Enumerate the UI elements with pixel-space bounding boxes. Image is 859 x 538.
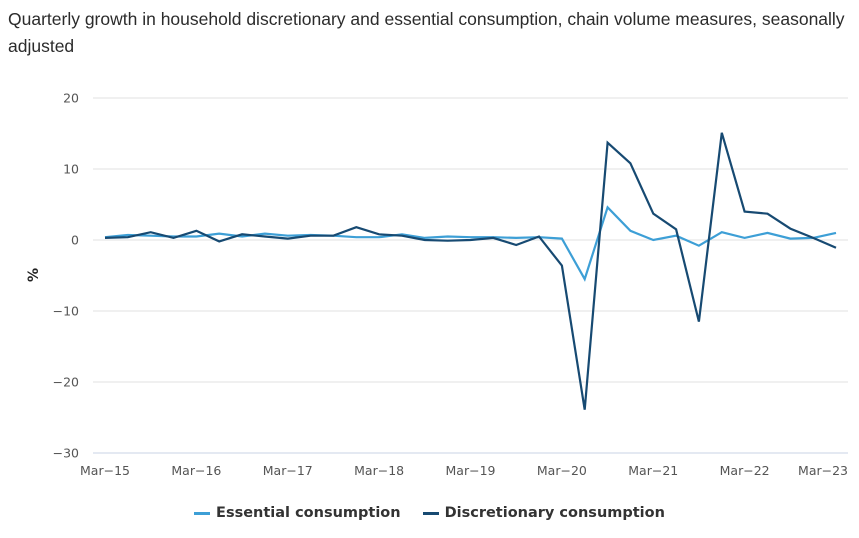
data-point[interactable] [787,226,793,232]
data-point[interactable] [559,263,565,269]
data-point[interactable] [627,160,633,166]
legend-swatch-discretionary [422,511,439,515]
x-tick-label: Mar−23 [798,463,848,478]
data-point[interactable] [650,237,656,243]
series-lines [102,130,839,413]
data-point[interactable] [764,230,770,236]
data-point[interactable] [262,233,268,239]
data-point[interactable] [764,211,770,217]
data-point[interactable] [719,229,725,235]
data-point[interactable] [193,233,199,239]
legend-label-discretionary: Discretionary consumption [444,505,665,521]
y-tick-label: −10 [53,304,79,319]
data-point[interactable] [536,233,542,239]
data-point[interactable] [810,235,816,241]
data-point[interactable] [148,229,154,235]
x-axis-ticks: Mar−15 Mar−16 Mar−17 Mar−18 Mar−19 Mar−20 Mar−… [80,463,848,478]
data-point[interactable] [353,234,359,240]
x-tick-label: Mar−19 [446,463,496,478]
x-tick-label: Mar−18 [354,463,404,478]
legend-item-essential[interactable]: Essential consumption [194,505,401,521]
data-point[interactable] [330,233,336,239]
data-point[interactable] [216,238,222,244]
legend-item-discretionary[interactable]: Discretionary consumption [422,505,665,521]
data-point[interactable] [513,242,519,248]
data-point[interactable] [490,235,496,241]
data-point[interactable] [650,211,656,217]
y-tick-label: −30 [53,446,79,461]
legend-label-essential: Essential consumption [216,505,401,521]
y-tick-label: −20 [53,375,79,390]
data-point[interactable] [171,235,177,241]
series-line-discretionary[interactable] [104,132,837,410]
data-point[interactable] [787,236,793,242]
data-point[interactable] [696,243,702,249]
data-point[interactable] [285,236,291,242]
data-point[interactable] [673,226,679,232]
data-point[interactable] [833,245,839,251]
data-point[interactable] [627,228,633,234]
y-tick-label: 10 [63,162,79,177]
x-tick-label: Mar−17 [263,463,313,478]
y-axis-ticks: 20 10 0 −10 −20 −30 [53,91,79,461]
data-point[interactable] [513,235,519,241]
data-point[interactable] [742,235,748,241]
data-point[interactable] [193,228,199,234]
chart-title: Quarterly growth in household discretion… [8,9,845,56]
data-point[interactable] [582,276,588,282]
y-axis-label: % [26,268,42,282]
gridlines [93,97,848,454]
data-point[interactable] [719,130,725,136]
data-point[interactable] [605,140,611,146]
data-point[interactable] [445,238,451,244]
data-point[interactable] [422,237,428,243]
data-point[interactable] [582,407,588,413]
series-line-essential[interactable] [104,205,837,282]
data-point[interactable] [399,233,405,239]
data-point[interactable] [216,231,222,237]
x-tick-label: Mar−16 [171,463,221,478]
x-tick-label: Mar−15 [80,463,130,478]
data-point[interactable] [239,231,245,237]
data-point[interactable] [833,230,839,236]
data-point[interactable] [742,209,748,215]
data-point[interactable] [605,204,611,210]
data-point[interactable] [308,233,314,239]
data-point[interactable] [559,236,565,242]
x-tick-label: Mar−22 [720,463,770,478]
data-point[interactable] [125,234,131,240]
data-point[interactable] [376,231,382,237]
y-tick-label: 20 [63,91,79,106]
legend: Essential consumption Discretionary cons… [0,505,859,521]
x-tick-label: Mar−20 [537,463,587,478]
data-point[interactable] [102,235,108,241]
legend-swatch-essential [194,511,211,515]
y-tick-label: 0 [71,233,79,248]
x-tick-label: Mar−21 [628,463,678,478]
data-point[interactable] [468,237,474,243]
data-point[interactable] [353,224,359,230]
data-point[interactable] [696,319,702,325]
